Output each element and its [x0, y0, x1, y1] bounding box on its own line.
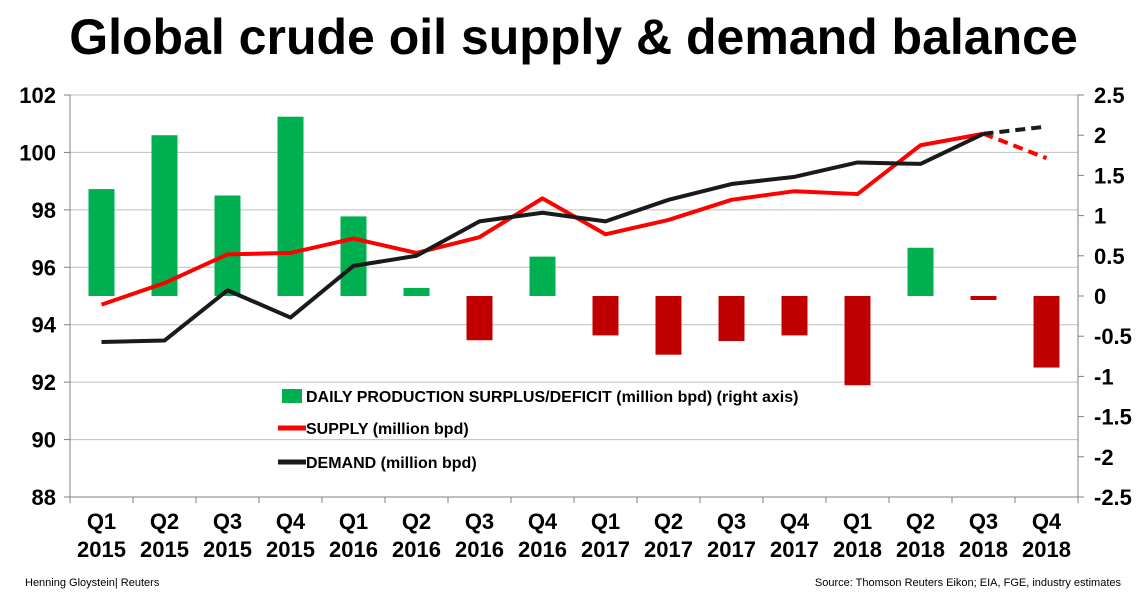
x-tick-label-quarter: Q1: [87, 509, 116, 534]
x-tick-label-quarter: Q1: [591, 509, 620, 534]
right-tick-label: 2.5: [1094, 83, 1125, 108]
left-tick-label: 92: [32, 370, 56, 395]
x-tick-label-year: 2016: [392, 537, 441, 562]
footer-source: Source: Thomson Reuters Eikon; EIA, FGE,…: [814, 577, 1121, 589]
supply-line: [100, 131, 984, 307]
x-tick-label-year: 2017: [581, 537, 630, 562]
x-tick-label-year: 2015: [203, 537, 252, 562]
deficit-bar: [655, 296, 682, 355]
left-tick-label: 100: [19, 140, 56, 165]
x-tick-label-quarter: Q2: [150, 509, 179, 534]
right-tick-label: 0: [1094, 284, 1106, 309]
footer-credit: Henning Gloystein| Reuters: [25, 577, 160, 589]
x-tick-label-year: 2017: [707, 537, 756, 562]
x-tick-label-year: 2015: [140, 537, 189, 562]
surplus-bar: [88, 189, 115, 296]
surplus-bar: [214, 195, 241, 296]
supply-line-forecast: [982, 131, 1048, 161]
axes: [64, 94, 1084, 503]
x-tick-label-quarter: Q3: [969, 509, 998, 534]
demand-line: [101, 131, 985, 344]
deficit-bar: [970, 296, 997, 301]
left-tick-label: 94: [32, 313, 57, 338]
x-tick-label-year: 2015: [77, 537, 126, 562]
right-tick-label: 1.5: [1094, 163, 1125, 188]
right-tick-label: -0.5: [1094, 324, 1132, 349]
deficit-bar: [1033, 296, 1060, 368]
legend: DAILY PRODUCTION SURPLUS/DEFICIT (millio…: [278, 389, 798, 472]
x-tick-label-quarter: Q4: [276, 509, 306, 534]
right-tick-label: -1: [1094, 364, 1114, 389]
surplus-bar: [340, 216, 367, 296]
legend-label: DEMAND (million bpd): [306, 455, 477, 472]
right-tick-label: 2: [1094, 123, 1106, 148]
legend-label: SUPPLY (million bpd): [306, 421, 469, 438]
left-tick-label: 96: [32, 255, 56, 280]
surplus-bar: [403, 287, 430, 296]
right-tick-label: -1.5: [1094, 405, 1132, 430]
x-tick-label-year: 2017: [644, 537, 693, 562]
x-tick-label-year: 2018: [959, 537, 1008, 562]
chart-title: Global crude oil supply & demand balance: [69, 9, 1078, 65]
deficit-bar: [844, 296, 871, 386]
legend-label: DAILY PRODUCTION SURPLUS/DEFICIT (millio…: [306, 389, 798, 406]
x-tick-label-quarter: Q2: [402, 509, 431, 534]
x-tick-label-year: 2018: [896, 537, 945, 562]
left-tick-label: 98: [32, 198, 56, 223]
x-tick-label-quarter: Q3: [465, 509, 494, 534]
deficit-bar: [781, 296, 808, 336]
x-tick-label-year: 2017: [770, 537, 819, 562]
x-tick-label-year: 2016: [329, 537, 378, 562]
x-tick-label-year: 2018: [833, 537, 882, 562]
x-tick-label-quarter: Q2: [654, 509, 683, 534]
legend-swatch-surplus: [282, 389, 302, 403]
left-tick-label: 102: [19, 83, 56, 108]
right-tick-label: 1: [1094, 204, 1106, 229]
x-tick-label-quarter: Q4: [528, 509, 558, 534]
x-tick-label-year: 2018: [1022, 537, 1071, 562]
right-tick-label: -2: [1094, 445, 1114, 470]
x-tick-label-quarter: Q1: [843, 509, 872, 534]
tick-labels: 88 90 92 94 96 98 100 102 2.5 2 1.5 1 0.5 0 -0.5 -1 -1.5…: [19, 83, 1132, 562]
x-tick-label-quarter: Q4: [1032, 509, 1062, 534]
x-tick-label-quarter: Q4: [780, 509, 810, 534]
left-tick-label: 90: [32, 428, 56, 453]
demand-line-forecast: [983, 124, 1047, 136]
x-tick-label-year: 2016: [518, 537, 567, 562]
series-lines: [100, 124, 1048, 344]
surplus-bar: [529, 256, 556, 296]
x-tick-label-quarter: Q3: [213, 509, 242, 534]
x-tick-label-year: 2016: [455, 537, 504, 562]
surplus-bar: [151, 135, 178, 296]
surplus-bar: [907, 247, 934, 296]
deficit-bar: [718, 296, 745, 342]
x-tick-label-quarter: Q1: [339, 509, 368, 534]
surplus-deficit-bars: [88, 116, 1060, 386]
x-tick-label-quarter: Q3: [717, 509, 746, 534]
left-tick-label: 88: [32, 485, 56, 510]
right-tick-label: 0.5: [1094, 244, 1125, 269]
right-tick-label: -2.5: [1094, 485, 1132, 510]
deficit-bar: [592, 296, 619, 336]
x-tick-label-quarter: Q2: [906, 509, 935, 534]
x-tick-label-year: 2015: [266, 537, 315, 562]
deficit-bar: [466, 296, 493, 341]
surplus-bar: [277, 116, 304, 296]
